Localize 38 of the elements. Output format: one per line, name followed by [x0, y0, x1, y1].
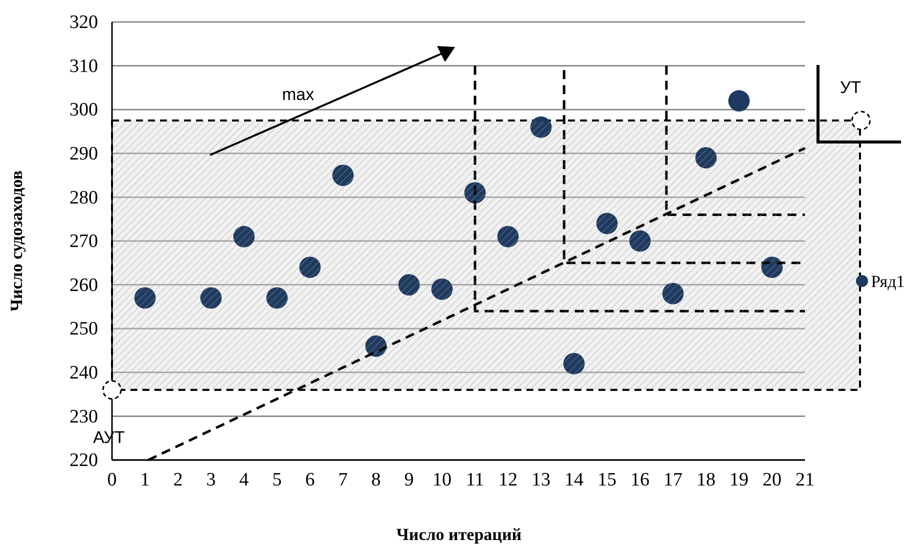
- x-axis-title: Число итераций: [396, 525, 522, 544]
- y-tick-label: 230: [70, 406, 98, 428]
- x-tick-label: 14: [564, 469, 584, 490]
- x-tick-label: 13: [532, 469, 550, 490]
- y-tick-label: 220: [70, 450, 98, 472]
- x-tick-label: 21: [796, 469, 814, 490]
- y-tick-label: 310: [70, 56, 98, 77]
- x-tick-label: 3: [206, 469, 216, 490]
- legend-label: Ряд1: [871, 272, 905, 291]
- x-tick-label: 8: [371, 469, 381, 490]
- x-tick-label: 1: [140, 469, 150, 490]
- x-tick-label: 15: [598, 469, 616, 490]
- y-tick-label: 300: [70, 100, 98, 121]
- x-tick-label: 11: [466, 469, 484, 490]
- y-tick-label: 320: [70, 12, 98, 34]
- x-tick-label: 19: [730, 469, 748, 490]
- y-tick-label: 280: [70, 187, 98, 208]
- y-axis-title: Число судозаходов: [7, 170, 26, 312]
- x-tick-label: 5: [272, 469, 282, 490]
- x-tick-label: 10: [432, 469, 452, 490]
- x-tick-label: 9: [404, 469, 414, 490]
- x-tick-label: 0: [107, 469, 117, 490]
- x-tick-label: 18: [696, 469, 716, 490]
- y-tick-label: 240: [70, 362, 98, 384]
- x-tick-label: 2: [173, 469, 183, 490]
- x-tick-label: 17: [664, 469, 682, 490]
- y-tick-label: 250: [70, 318, 98, 340]
- x-tick-label: 7: [338, 469, 348, 490]
- x-tick-label: 4: [239, 469, 250, 490]
- y-tick-label: 290: [70, 143, 98, 164]
- annotation: max: [282, 85, 315, 104]
- x-tick-label: 6: [305, 469, 315, 490]
- x-tick-label: 12: [498, 469, 518, 490]
- text: УТ: [840, 78, 862, 97]
- x-tick-label: 20: [762, 469, 782, 490]
- y-tick-label: 260: [70, 274, 98, 296]
- y-tick-label: 270: [70, 231, 98, 252]
- x-tick-label: 16: [630, 469, 650, 490]
